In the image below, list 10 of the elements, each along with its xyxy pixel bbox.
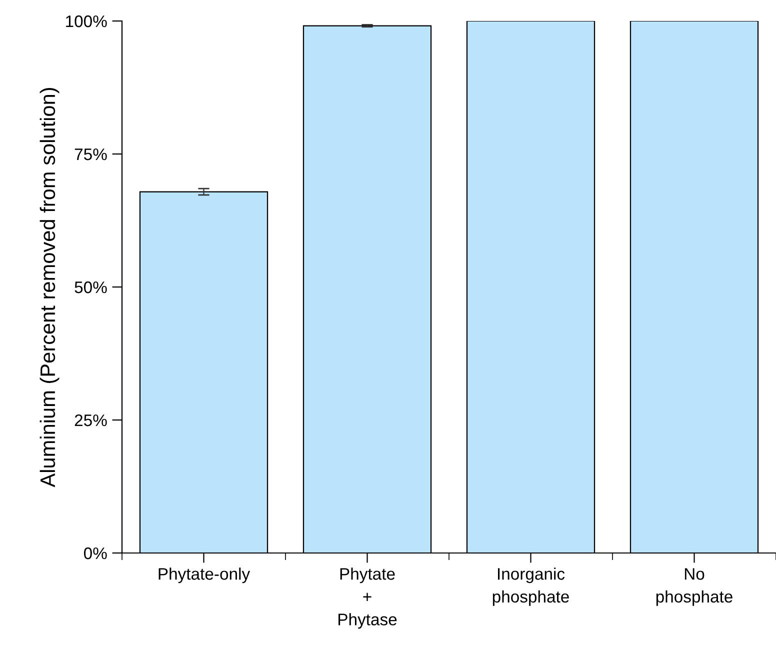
y-tick-label: 75%: [74, 148, 107, 160]
y-axis-title: Aluminium (Percent removed from solution): [40, 88, 60, 488]
x-tick-label: Phytate + Phytase: [338, 568, 397, 629]
x-tick-label: Phytate-only: [158, 568, 250, 584]
y-tick-label: 0%: [84, 547, 107, 560]
y-tick-label: 50%: [74, 281, 107, 294]
y-tick-label: 25%: [74, 414, 107, 426]
x-tick-label: No phosphate: [656, 568, 732, 606]
y-tick-label: 100%: [66, 15, 107, 28]
x-tick-label: Inorganic phosphate: [492, 568, 569, 606]
